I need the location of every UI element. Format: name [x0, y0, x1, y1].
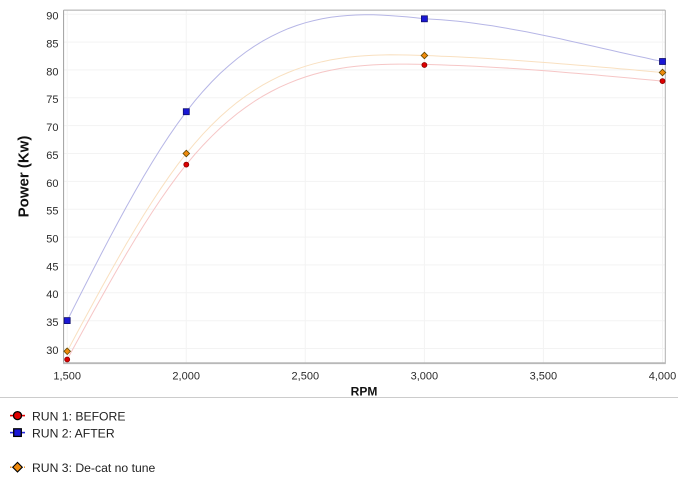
- svg-text:70: 70: [46, 122, 58, 134]
- svg-text:90: 90: [46, 11, 58, 23]
- svg-text:3,000: 3,000: [411, 371, 439, 383]
- svg-text:45: 45: [46, 261, 58, 273]
- svg-text:50: 50: [46, 234, 58, 246]
- svg-text:4,000: 4,000: [649, 371, 677, 383]
- svg-text:55: 55: [46, 206, 58, 218]
- svg-text:40: 40: [46, 289, 58, 301]
- svg-text:RUN 2: AFTER: RUN 2: AFTER: [32, 427, 115, 441]
- svg-text:RPM: RPM: [351, 384, 378, 398]
- svg-text:60: 60: [46, 178, 58, 190]
- svg-text:RUN 1: BEFORE: RUN 1: BEFORE: [32, 410, 125, 424]
- svg-text:2,000: 2,000: [172, 371, 200, 383]
- svg-text:RUN 3: De-cat no tune: RUN 3: De-cat no tune: [32, 461, 156, 475]
- svg-text:35: 35: [46, 317, 58, 329]
- svg-text:75: 75: [46, 94, 58, 106]
- svg-text:Power (Kw): Power (Kw): [16, 136, 33, 218]
- svg-text:30: 30: [46, 345, 58, 357]
- svg-text:85: 85: [46, 39, 58, 51]
- svg-text:1,500: 1,500: [53, 371, 81, 383]
- svg-text:3,500: 3,500: [530, 371, 558, 383]
- svg-text:80: 80: [46, 66, 58, 78]
- svg-text:2,500: 2,500: [292, 371, 320, 383]
- svg-text:65: 65: [46, 150, 58, 162]
